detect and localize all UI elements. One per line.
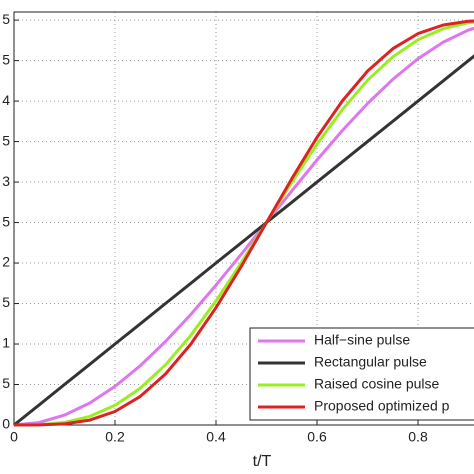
y-tick-label: 5 — [2, 375, 10, 391]
y-tick-label: 2 — [2, 254, 10, 270]
y-tick-label: 5 — [2, 51, 10, 67]
x-tick-label: 0.2 — [105, 429, 125, 445]
legend-label: Rectangular pulse — [314, 354, 427, 370]
y-tick-label: 5 — [2, 11, 10, 27]
legend-label: Half−sine pulse — [314, 332, 410, 348]
y-tick-label: 1 — [2, 335, 10, 351]
x-tick-label: 0.6 — [307, 429, 327, 445]
x-tick-label: 0.4 — [206, 429, 226, 445]
y-tick-label: 5 — [2, 294, 10, 310]
y-tick-label: 5 — [2, 132, 10, 148]
x-tick-label: 0.8 — [408, 429, 428, 445]
plot-frame — [13, 11, 474, 426]
y-tick-label: 5 — [2, 213, 10, 229]
x-axis-label: t/T — [253, 453, 272, 470]
legend-label: Raised cosine pulse — [314, 376, 440, 392]
y-tick-label: 0 — [2, 416, 10, 432]
line-series — [13, 19, 474, 427]
x-tick-label: 0 — [10, 429, 18, 445]
legend-box — [249, 327, 474, 421]
y-tick-label: 4 — [2, 92, 10, 108]
y-tick-label: 3 — [2, 173, 10, 189]
legend-label: Proposed optimized p — [314, 398, 450, 414]
